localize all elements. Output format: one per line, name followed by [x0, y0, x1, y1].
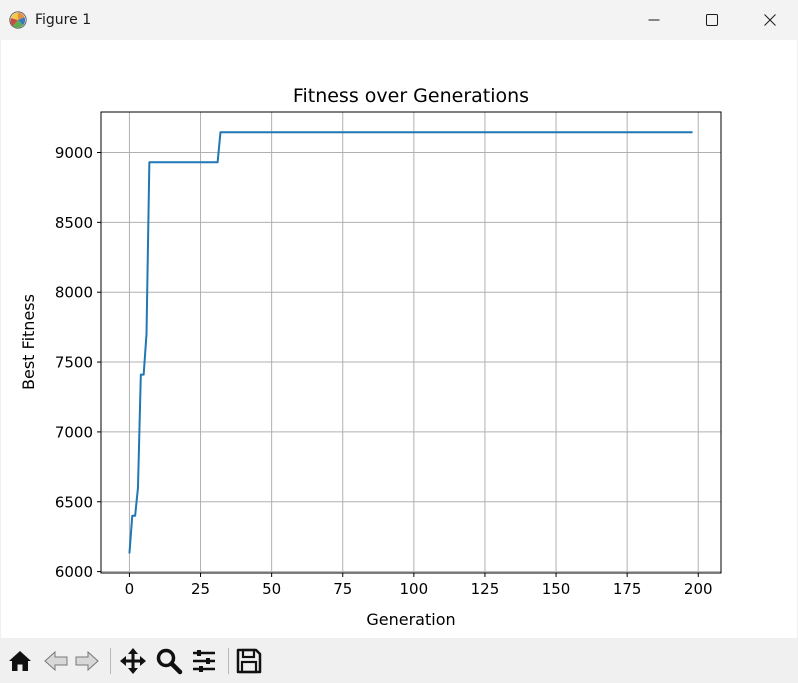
- grid-layer: [101, 112, 721, 573]
- forward-button[interactable]: [72, 646, 102, 676]
- toolbar-separator: [110, 648, 111, 674]
- configure-subplots-button[interactable]: [189, 646, 219, 676]
- x-tick-label: 150: [542, 580, 571, 598]
- home-icon: [9, 651, 31, 671]
- y-tick-label: 8500: [55, 214, 93, 232]
- line-chart: 0 25 50 75 100 125 150 175 200 6000 6500 7000 7500 80…: [19, 85, 722, 629]
- y-tick-label: 7000: [55, 423, 93, 441]
- best-fitness-line: [128, 131, 693, 554]
- x-tick-label: 200: [684, 580, 713, 598]
- x-tick-label: 0: [125, 580, 135, 598]
- y-tick-label: 7500: [55, 354, 93, 372]
- figure-canvas[interactable]: 0 25 50 75 100 125 150 175 200 6000 6500 7000 7500 80…: [1, 40, 797, 638]
- x-tick-label: 75: [333, 580, 352, 598]
- zoom-button[interactable]: [154, 646, 184, 676]
- x-axis-label: Generation: [366, 610, 455, 629]
- x-tick-label: 25: [191, 580, 210, 598]
- y-tick-label: 6500: [55, 493, 93, 511]
- navigation-toolbar: [0, 638, 798, 683]
- matplotlib-icon: [9, 11, 27, 29]
- y-tick-label: 6000: [55, 563, 93, 581]
- series-layer: [128, 131, 693, 554]
- window-titlebar: Figure 1: [0, 0, 798, 40]
- close-button[interactable]: [741, 0, 798, 40]
- x-tick-label: 100: [400, 580, 429, 598]
- x-tick-label: 50: [262, 580, 281, 598]
- pan-icon: [120, 648, 146, 674]
- back-icon: [44, 650, 68, 672]
- close-icon: [764, 14, 776, 26]
- tick-layer: 0 25 50 75 100 125 150 175 200 6000 6500 7000 7500 80…: [55, 144, 713, 598]
- back-button[interactable]: [41, 646, 71, 676]
- x-tick-label: 175: [613, 580, 642, 598]
- save-button[interactable]: [234, 646, 264, 676]
- chart-title: Fitness over Generations: [293, 85, 529, 107]
- window-title: Figure 1: [35, 12, 92, 28]
- x-tick-label: 125: [471, 580, 500, 598]
- zoom-icon: [156, 648, 183, 675]
- save-icon: [236, 648, 262, 674]
- maximize-icon: [706, 14, 718, 26]
- plot-frame: [100, 111, 722, 574]
- minimize-icon: [648, 19, 660, 21]
- y-axis-label: Best Fitness: [19, 294, 38, 390]
- y-tick-label: 9000: [55, 144, 93, 162]
- toolbar-separator: [228, 648, 229, 674]
- y-tick-label: 8000: [55, 284, 93, 302]
- forward-icon: [75, 650, 99, 672]
- minimize-button[interactable]: [625, 0, 683, 40]
- home-button[interactable]: [5, 646, 35, 676]
- configure-subplots-icon: [193, 650, 215, 672]
- maximize-button[interactable]: [683, 0, 741, 40]
- pan-button[interactable]: [118, 646, 148, 676]
